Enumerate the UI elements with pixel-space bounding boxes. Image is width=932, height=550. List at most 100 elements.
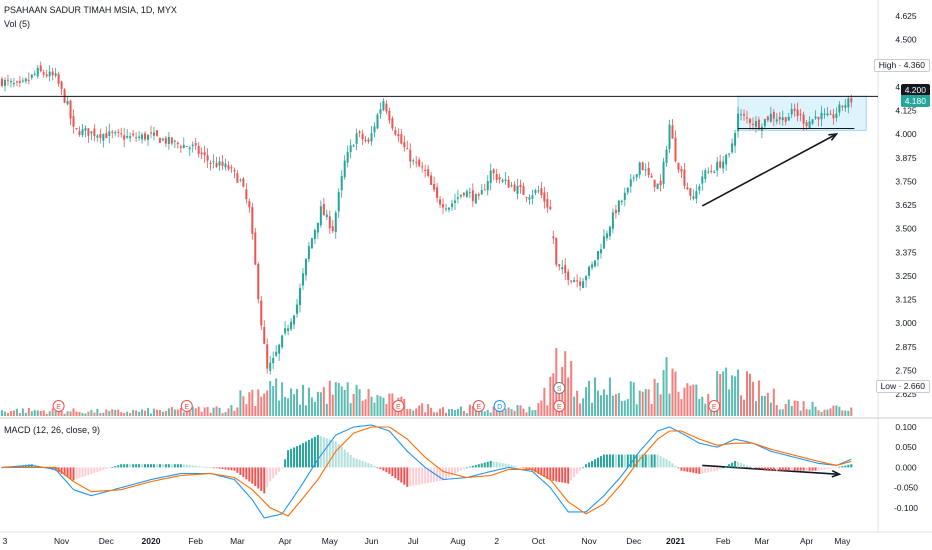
macd-tick-label: 0.050 [895, 442, 917, 452]
candle-body [757, 119, 760, 130]
volume-bar [3, 411, 6, 416]
macd-hist-bar [230, 467, 233, 471]
volume-bar [614, 394, 617, 416]
macd-hist-bar [659, 456, 662, 468]
time-tick-label: Jun [365, 536, 379, 546]
volume-bar [117, 409, 120, 416]
event-marker [472, 400, 485, 412]
consolidation-rect [737, 95, 867, 131]
volume-bar [728, 389, 731, 416]
resistance-line[interactable] [0, 95, 878, 129]
candle-body [650, 175, 653, 178]
volume-bar [81, 412, 84, 416]
candle-body [129, 136, 132, 138]
candle-body [182, 144, 185, 149]
volume-bar [743, 399, 746, 416]
macd-hist-bar [626, 454, 629, 468]
candle-body [54, 73, 57, 76]
volume-bar [644, 389, 647, 416]
candle-body [215, 162, 218, 168]
trend-arrows[interactable] [701, 133, 842, 478]
macd-hist-bar [170, 464, 173, 468]
candle-body [328, 216, 331, 229]
candle-body [823, 113, 826, 115]
volume-bar [206, 406, 209, 416]
volume-bar [33, 410, 36, 416]
volume-bar [522, 408, 525, 416]
macd-hist-bar [215, 467, 218, 469]
volume-bar [334, 382, 337, 416]
macd-hist-bar [421, 467, 424, 485]
volume-bar [424, 412, 427, 416]
last-price-tag: 4.180 [900, 95, 930, 107]
macd-tick-label: -0.100 [894, 503, 918, 513]
candle-body [686, 187, 689, 190]
candle-body [242, 178, 245, 187]
volume-bar [281, 382, 284, 416]
candle-body [585, 276, 588, 281]
low-price-tag: Low · 2.660 [875, 380, 930, 393]
macd-hist-bar [391, 467, 394, 477]
candle-body [176, 142, 179, 145]
candle-body [677, 162, 680, 170]
candle-body [236, 173, 239, 183]
macd-hist-bar [504, 463, 507, 468]
macd-hist-bar [498, 462, 501, 468]
candle-body [400, 134, 403, 144]
macd-hist-bar [638, 454, 641, 468]
volume-bar [293, 394, 296, 416]
volume-bar [418, 405, 421, 416]
candle-body [84, 128, 87, 131]
volume-bar [427, 404, 430, 416]
volume-bar [257, 389, 260, 416]
candle-body [200, 152, 203, 155]
volume-bar [531, 410, 534, 416]
candle-body [42, 72, 45, 75]
macd-hist-bar [120, 464, 123, 468]
macd-hist-bar [704, 467, 707, 473]
volume-bar [164, 411, 167, 416]
volume-bar [534, 410, 537, 416]
candle-body [582, 281, 585, 288]
volume-bar [665, 357, 668, 416]
macd-hist-bar [608, 454, 611, 468]
time-tick-label: Aug [450, 536, 465, 546]
volume-bar [108, 410, 111, 416]
macd-hist-bar [826, 467, 829, 470]
macd-hist-bar [266, 467, 269, 488]
candle-body [224, 163, 227, 168]
macd-hist-bar [468, 466, 471, 468]
event-marker [493, 400, 506, 412]
candle-body [293, 315, 296, 325]
candle-body [522, 186, 525, 195]
volume-bar [337, 382, 340, 416]
volume-bar [352, 393, 355, 416]
macd-hist-bar [445, 467, 448, 479]
candle-body [442, 204, 445, 208]
macd-hist-bar [471, 465, 474, 468]
candle-body [9, 81, 12, 83]
volume-bar [504, 408, 507, 416]
volume-bar [599, 395, 602, 416]
macd-hist-bar [385, 467, 388, 473]
macd-hist-bar [835, 467, 838, 469]
candle-body [147, 134, 150, 140]
macd-hist-bar [772, 467, 775, 471]
volume-bar [21, 408, 24, 416]
volume-bar [513, 410, 516, 416]
volume-bar [537, 403, 540, 416]
macd-hist-bar [492, 461, 495, 468]
volume-bar [126, 411, 129, 416]
macd-hist-bar [206, 467, 209, 468]
macd-hist-bar [769, 467, 772, 471]
volume-bar [683, 387, 686, 416]
volume-bar [784, 404, 787, 416]
macd-hist-bar [588, 462, 591, 468]
volume-bar [483, 411, 486, 416]
macd-hist-bar [152, 464, 155, 468]
macd-hist-bar [84, 467, 87, 477]
consolidation-box[interactable] [737, 95, 867, 131]
macd-hist-bar [194, 465, 197, 468]
candle-body [296, 304, 299, 314]
chart-title: PSAHAAN SADUR TIMAH MSIA, 1D, MYX [4, 5, 177, 15]
